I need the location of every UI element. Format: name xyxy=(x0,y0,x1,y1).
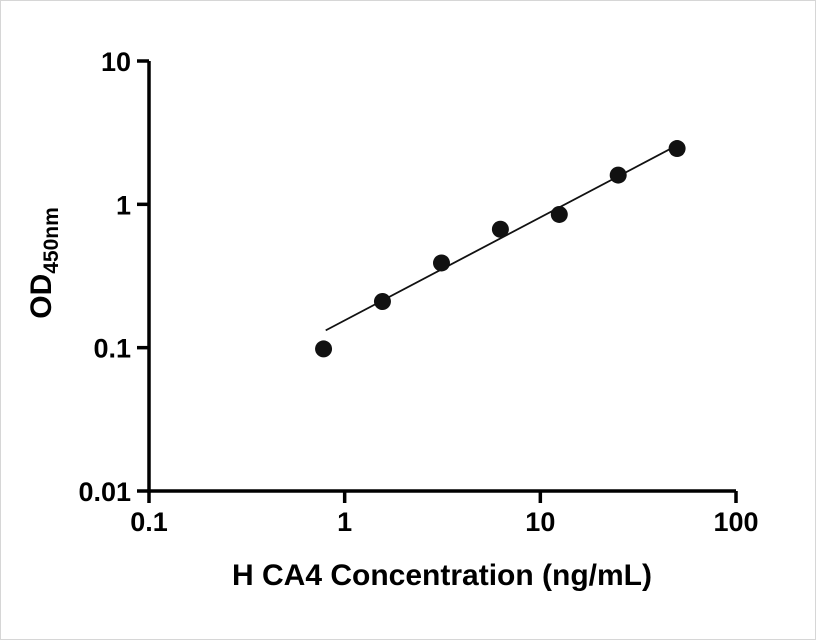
x-tick-label: 1 xyxy=(337,507,352,537)
x-tick-label: 100 xyxy=(713,507,758,537)
y-tick-label: 0.01 xyxy=(78,477,131,507)
y-tick-label: 10 xyxy=(101,47,131,77)
y-axis-title-main: OD xyxy=(25,274,58,319)
x-axis-title: H CA4 Concentration (ng/mL) xyxy=(232,559,652,592)
y-axis-title-subscript: 450nm xyxy=(40,207,63,274)
data-point xyxy=(550,205,568,223)
data-point xyxy=(373,292,391,310)
data-point xyxy=(668,140,686,158)
data-point xyxy=(432,254,450,272)
data-point xyxy=(609,166,627,184)
y-tick-label: 0.1 xyxy=(93,334,131,364)
data-point xyxy=(491,220,509,238)
x-tick-label: 10 xyxy=(525,507,555,537)
data-point xyxy=(315,340,333,358)
y-tick-label: 1 xyxy=(116,190,131,220)
x-tick-label: 0.1 xyxy=(130,507,168,537)
y-axis-title: OD450nm xyxy=(25,207,63,319)
